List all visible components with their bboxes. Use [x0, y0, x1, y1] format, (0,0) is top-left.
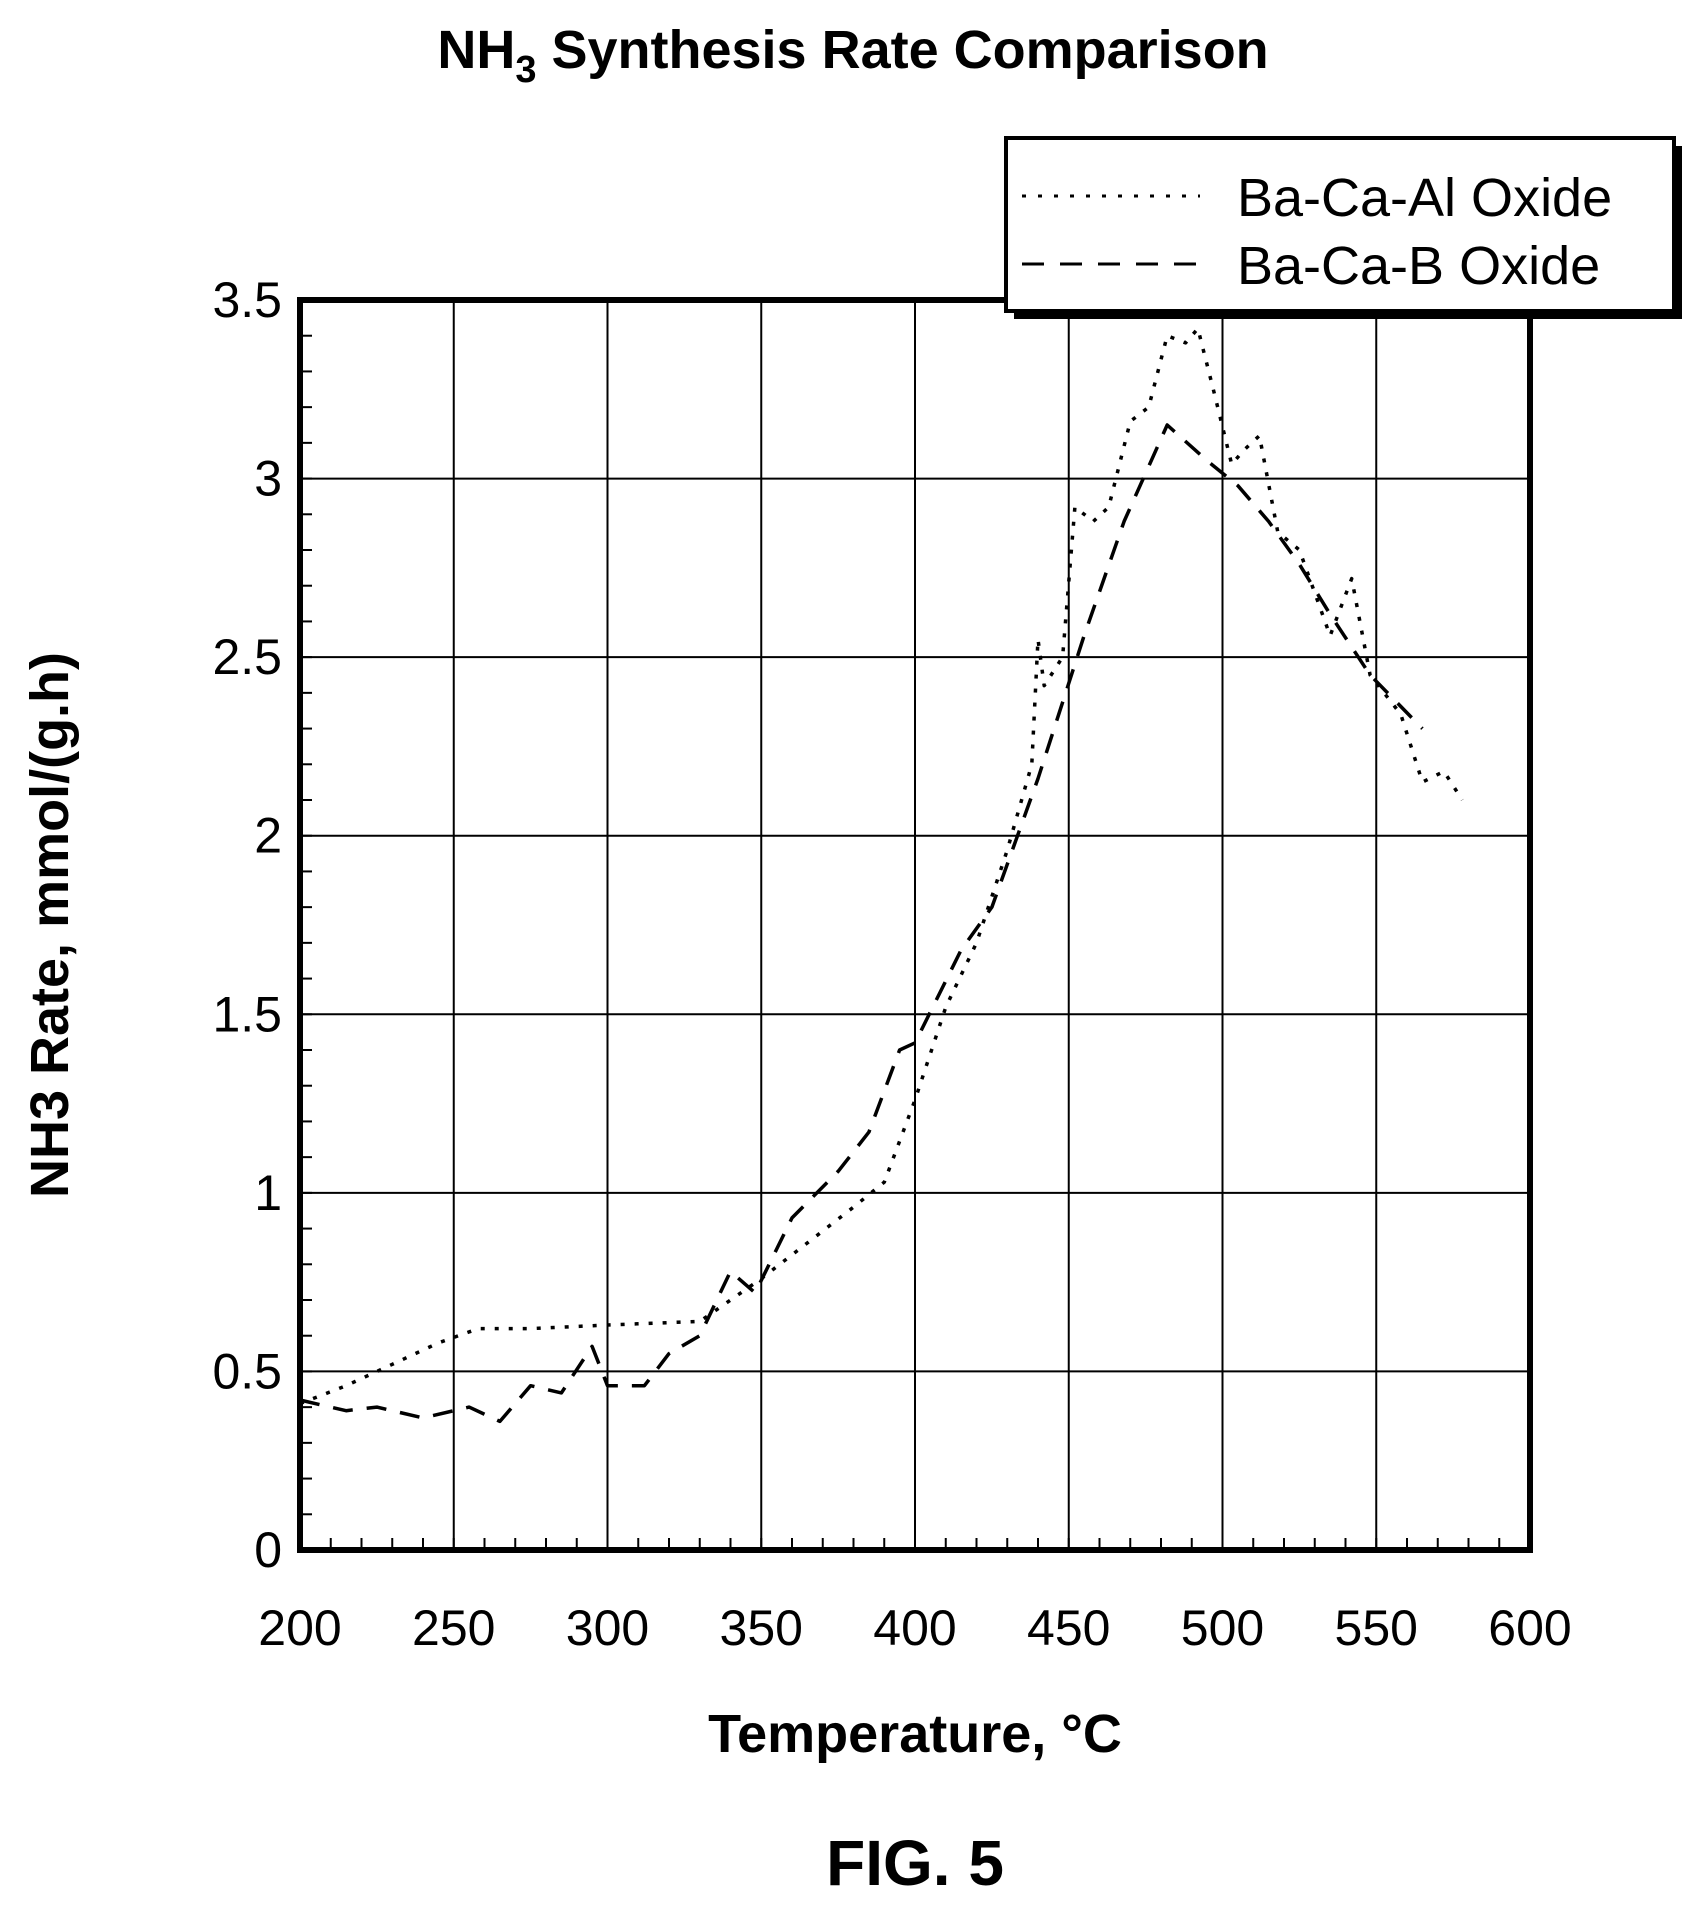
y-tick-label: 0.5 — [212, 1343, 282, 1399]
x-tick-label: 550 — [1335, 1600, 1418, 1656]
y-axis-title: NH3 Rate, mmol/(g.h) — [20, 652, 80, 1198]
chart-title-main: NH — [437, 20, 515, 80]
y-tick-label: 1.5 — [212, 986, 282, 1042]
y-tick-label: 1 — [254, 1165, 282, 1221]
x-tick-label: 450 — [1027, 1600, 1110, 1656]
series-line-0 — [299, 326, 1464, 1406]
x-tick-label: 350 — [720, 1600, 803, 1656]
chart-title-rest: Synthesis Rate Comparison — [536, 20, 1268, 80]
legend-label-ba-ca-al: Ba-Ca-Al Oxide — [1237, 168, 1612, 228]
x-tick-label: 600 — [1488, 1600, 1571, 1656]
x-tick-label: 200 — [258, 1600, 341, 1656]
figure-label: FIG. 5 — [826, 1827, 1004, 1899]
y-tick-label: 3.5 — [212, 272, 282, 328]
y-tick-labels: 0 0.5 1 1.5 2 2.5 3 3.5 — [212, 272, 282, 1578]
x-tick-label: 500 — [1181, 1600, 1264, 1656]
plot-frame — [297, 297, 1533, 1553]
series-layer — [299, 326, 1464, 1424]
y-tick-label: 2.5 — [212, 629, 282, 685]
legend: Ba-Ca-Al Oxide Ba-Ca-B Oxide — [1004, 136, 1682, 319]
series-line-1 — [299, 423, 1424, 1424]
y-tick-label: 2 — [254, 808, 282, 864]
x-tick-label: 250 — [412, 1600, 495, 1656]
legend-box — [1004, 136, 1676, 313]
legend-label-ba-ca-b: Ba-Ca-B Oxide — [1237, 236, 1600, 296]
x-axis-title: Temperature, °C — [708, 1704, 1122, 1764]
x-tick-label: 400 — [873, 1600, 956, 1656]
x-tick-label: 300 — [566, 1600, 649, 1656]
y-tick-label: 3 — [254, 451, 282, 507]
chart-title-subscript: 3 — [515, 49, 536, 91]
y-tick-label: 0 — [254, 1522, 282, 1578]
chart-title: NH3 Synthesis Rate Comparison — [437, 20, 1268, 91]
x-tick-labels: 200 250 300 350 400 450 500 550 600 — [258, 1600, 1571, 1656]
grid — [299, 299, 1531, 1551]
